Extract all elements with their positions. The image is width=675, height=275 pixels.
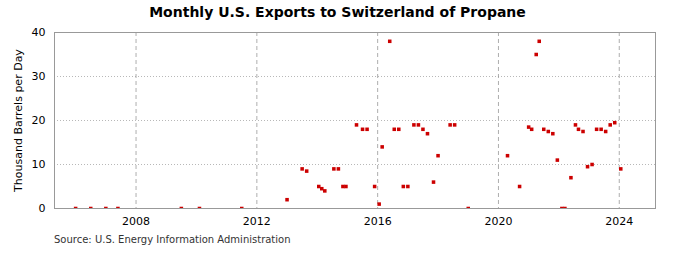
svg-text:40: 40 (32, 26, 46, 39)
html-text:Source: U.S. Energy Informatio: Source: U.S. Energy Information Administ… (54, 234, 291, 245)
svg-text:20: 20 (32, 114, 46, 127)
svg-text:0: 0 (39, 202, 46, 215)
svg-text:Thousand Barrels per Day: Thousand Barrels per Day (12, 49, 25, 193)
svg-text:2016: 2016 (364, 215, 392, 228)
svg-text:2008: 2008 (122, 215, 150, 228)
svg-text:2020: 2020 (484, 215, 512, 228)
svg-text:10: 10 (32, 158, 46, 171)
svg-text:2024: 2024 (605, 215, 633, 228)
svg-text:2012: 2012 (243, 215, 271, 228)
html-text:Monthly U.S. Exports to Switze: Monthly U.S. Exports to Switzerland of P… (149, 4, 526, 20)
svg-text:30: 30 (32, 70, 46, 83)
